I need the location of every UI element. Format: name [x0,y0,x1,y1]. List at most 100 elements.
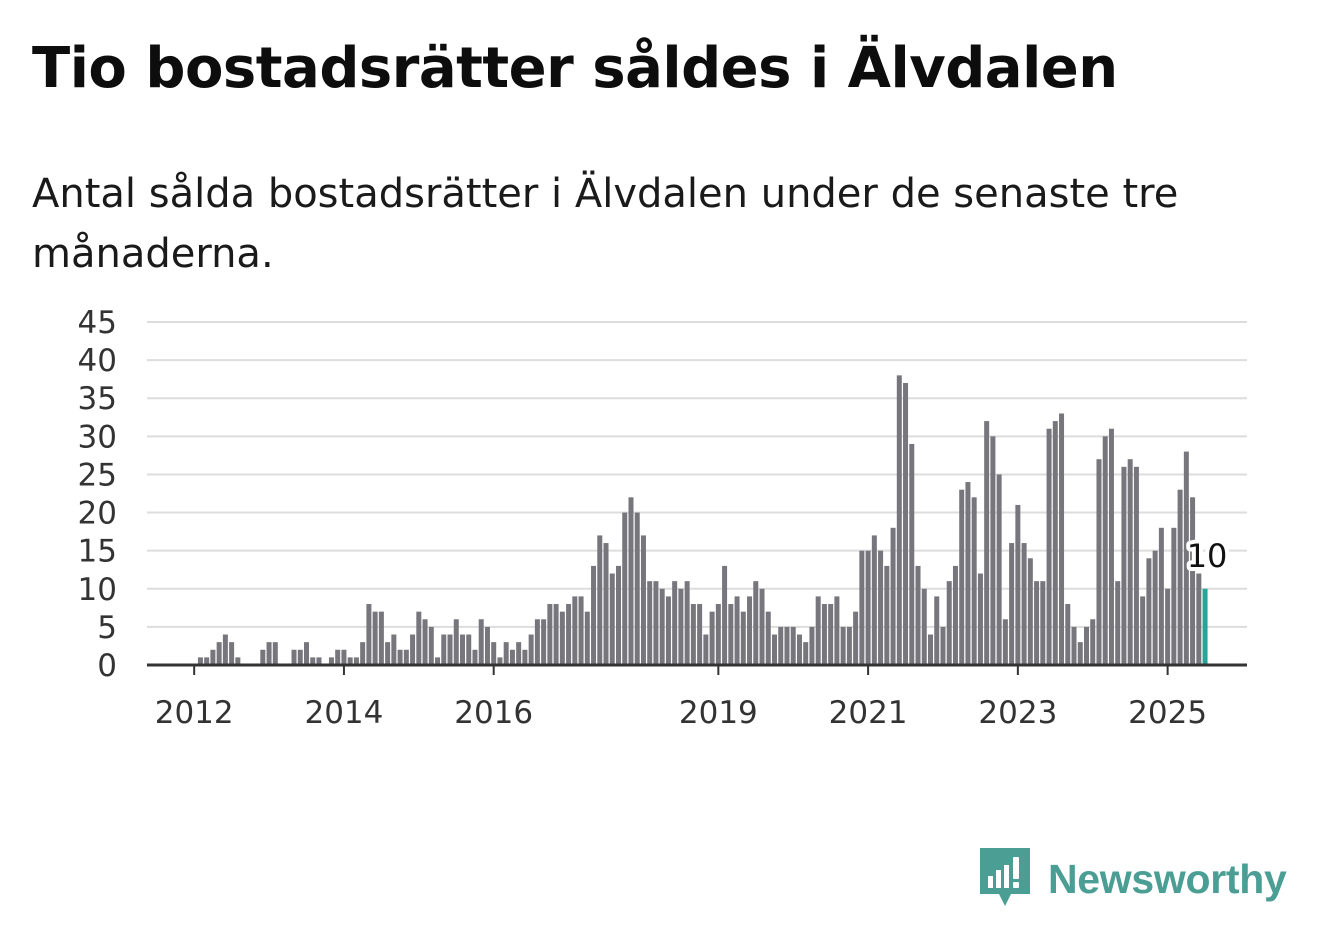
y-tick-label: 10 [78,572,117,608]
bar [703,634,709,665]
bar [1021,543,1027,665]
bar [378,611,384,665]
bar [584,611,590,665]
bar [304,642,309,665]
bar [297,649,303,665]
bar [453,619,459,665]
bar [466,634,472,665]
bar [828,604,834,665]
bar [428,626,434,665]
bar [609,573,615,665]
bar [1177,489,1183,665]
bar [1059,413,1065,665]
bar [665,596,671,665]
bar [416,611,422,665]
x-tick-label: 2023 [978,695,1057,731]
bar [266,642,272,665]
x-tick-label: 2014 [304,695,383,731]
bar [484,626,490,665]
bar [653,581,659,665]
bar [1090,619,1096,665]
bar [566,604,572,665]
bar [896,375,902,665]
bar [1009,543,1015,665]
chart-title: Tio bostadsrätter såldes i Älvdalen [32,36,1118,101]
bar [372,611,378,665]
bar [728,604,734,665]
bar [697,604,703,665]
bar [865,550,871,665]
bar [1084,626,1089,665]
bar [616,565,621,665]
bar [516,642,522,665]
bar [360,642,366,665]
bar [753,581,759,665]
bar [784,626,790,665]
bar [840,626,846,665]
bar [878,550,884,665]
bar [871,535,877,665]
y-tick-label: 20 [78,496,117,532]
bar [1015,504,1021,665]
bar [572,596,578,665]
bar [996,474,1002,665]
bar [441,634,447,665]
bar [959,489,965,665]
bar [747,596,753,665]
bar [204,657,210,665]
bar [491,642,497,665]
bar [796,634,802,665]
bar [1040,581,1046,665]
bar [447,634,453,665]
bar [353,657,359,665]
bar [503,642,509,665]
bar [934,596,940,665]
bar-highlight [1202,588,1208,665]
bar [603,543,609,665]
bar [291,649,297,665]
bar [640,535,646,665]
bar [553,604,559,665]
bar [229,642,235,665]
bar [541,619,547,665]
bar [1140,596,1146,665]
bar [628,497,634,665]
bar [1183,451,1189,665]
newsworthy-brand[interactable]: Newsworthy [980,848,1287,910]
bar [316,657,322,665]
x-tick-label: 2012 [155,695,234,731]
x-tick-label: 2021 [829,695,908,731]
bar [1002,619,1008,665]
bar [1165,588,1171,665]
bar [884,565,890,665]
bar [1171,527,1177,665]
bar [1190,497,1196,665]
bar [821,604,827,665]
bar [210,649,216,665]
bar [790,626,796,665]
bar [534,619,540,665]
bar [410,634,416,665]
chart-subtitle: Antal sålda bostadsrätter i Älvdalen und… [32,171,1179,277]
bar [846,626,852,665]
bar [622,512,628,665]
bar [965,482,971,665]
bar [952,565,958,665]
bar [547,604,553,665]
bar [391,634,397,665]
bar [690,604,696,665]
y-tick-label: 5 [97,610,117,646]
bar [328,657,334,665]
bar [678,588,684,665]
bar [834,596,840,665]
bar [946,581,952,665]
x-tick-label: 2019 [679,695,758,731]
bar [647,581,653,665]
y-tick-label: 45 [78,305,117,341]
x-tick-label: 2025 [1128,695,1207,731]
bar [1077,642,1083,665]
bar [1158,527,1164,665]
bar [859,550,865,665]
bar [759,588,765,665]
